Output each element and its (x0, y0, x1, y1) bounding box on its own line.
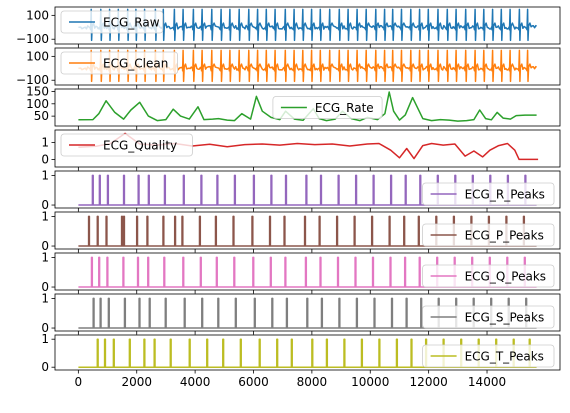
legend-label: ECG_P_Peaks (465, 229, 544, 243)
y-tick-label: 100 (26, 49, 49, 63)
legend-box (422, 305, 555, 329)
legend-label: ECG_Raw (103, 16, 160, 30)
axes-frame (54, 47, 561, 86)
series-line (78, 338, 537, 368)
legend: ECG_S_Peaks (422, 305, 555, 329)
x-tick-label: 4000 (180, 375, 211, 389)
legend: ECG_Quality (60, 133, 193, 157)
legend: ECG_Rate (272, 96, 383, 119)
panel-ecg-s-peaks: 1 0 ECG_S_Peaks (41, 291, 561, 335)
y-tick-label: 150 (26, 84, 49, 98)
x-tick-label: 0 (75, 375, 83, 389)
legend-label: ECG_Clean (103, 57, 168, 71)
series-line (78, 256, 537, 288)
plot-area (78, 256, 537, 288)
axes-frame (54, 6, 561, 45)
y-tick-label: 100 (26, 97, 49, 111)
axes-frame (54, 293, 561, 332)
x-tick-label: 14000 (468, 375, 506, 389)
legend: ECG_P_Peaks (422, 223, 555, 247)
y-tick-label: 0 (41, 198, 49, 212)
x-tick-label: 8000 (297, 375, 328, 389)
y-tick-label: −100 (16, 32, 49, 46)
plot-area (78, 338, 537, 368)
x-tick-label: 2000 (121, 375, 152, 389)
legend: ECG_R_Peaks (422, 182, 555, 206)
y-tick-label: 1 (41, 332, 49, 346)
y-tick-label: 50 (34, 109, 49, 123)
axes-frame (54, 211, 561, 250)
legend-box (422, 344, 555, 368)
y-tick-label: 1 (41, 250, 49, 264)
panel-ecg-quality: 1 0 ECG_Quality (41, 129, 561, 171)
y-tick-label: 0 (41, 152, 49, 166)
panel-ecg-q-peaks: 1 0 ECG_Q_Peaks (41, 250, 561, 294)
y-tick-label: 1 (41, 136, 49, 150)
legend-label: ECG_Q_Peaks (465, 270, 546, 284)
y-tick-label: −100 (16, 73, 49, 87)
y-tick-label: 0 (41, 280, 49, 294)
x-tick-label: 6000 (238, 375, 269, 389)
y-tick-label: 0 (41, 360, 49, 374)
legend: ECG_Clean (60, 51, 178, 75)
y-tick-label: 1 (41, 291, 49, 305)
series-line (78, 297, 537, 329)
y-tick-label: 1 (41, 168, 49, 182)
series-line (78, 174, 537, 206)
legend-label: ECG_Rate (315, 101, 374, 115)
plot-area (78, 297, 537, 329)
axes-frame (54, 334, 561, 371)
legend-box (422, 223, 555, 247)
legend-box (60, 51, 178, 75)
legend-box (422, 264, 555, 288)
axes-frame (54, 252, 561, 291)
legend-box (272, 96, 383, 119)
legend-box (60, 133, 193, 157)
legend: ECG_T_Peaks (422, 344, 555, 368)
y-tick-label: 1 (41, 209, 49, 223)
axes-frame (54, 129, 561, 168)
y-tick-label: 0 (41, 239, 49, 253)
legend-box (422, 182, 555, 206)
y-tick-label: 0 (41, 321, 49, 335)
panel-ecg-p-peaks: 1 0 ECG_P_Peaks (41, 209, 561, 253)
panel-ecg-t-peaks: 1 0 0 2000 4000 6000 8000 10000 12000 14000 ECG_T_… (41, 332, 561, 389)
x-tick-label: 10000 (351, 375, 389, 389)
plot-area (78, 174, 537, 206)
legend-label: ECG_T_Peaks (465, 350, 544, 364)
legend-label: ECG_R_Peaks (465, 188, 545, 202)
axes-frame (54, 170, 561, 209)
panel-ecg-raw: 100 −100 ECG_Raw (16, 6, 561, 48)
panel-ecg-clean: 100 −100 ECG_Clean (16, 47, 561, 89)
legend: ECG_Raw (60, 10, 164, 34)
axes-frame (54, 88, 561, 127)
legend-box (60, 10, 164, 34)
legend: ECG_Q_Peaks (422, 264, 555, 288)
x-tick-label: 12000 (410, 375, 448, 389)
legend-label: ECG_S_Peaks (465, 311, 545, 325)
panel-ecg-r-peaks: 1 0 ECG_R_Peaks (41, 168, 561, 212)
y-tick-label: 100 (26, 8, 49, 22)
legend-label: ECG_Quality (103, 139, 177, 153)
